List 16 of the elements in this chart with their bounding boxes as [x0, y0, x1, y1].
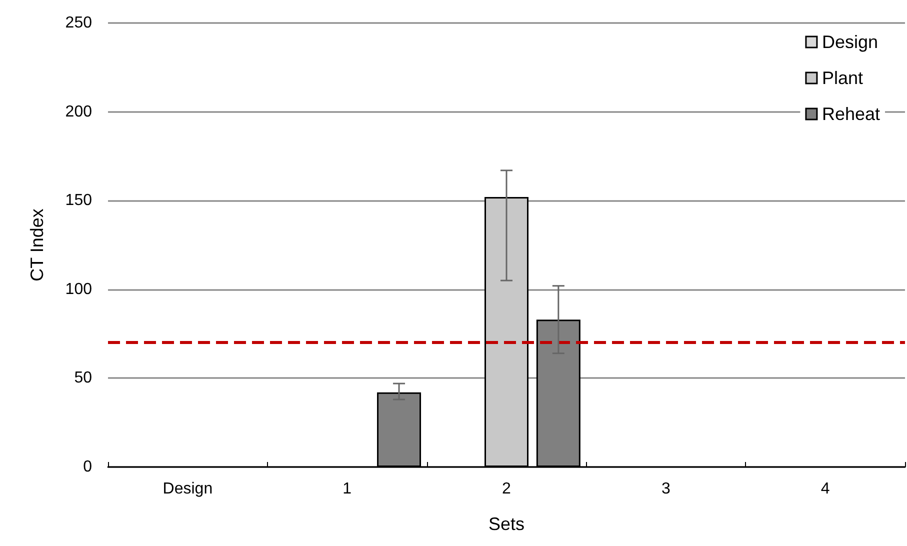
legend-label: Reheat [822, 104, 880, 124]
y-tick-label: 250 [65, 14, 92, 32]
y-tick-label: 50 [74, 370, 92, 387]
x-tick-label: 1 [342, 480, 352, 498]
x-tick-label: 3 [661, 480, 670, 498]
y-tick-label: 200 [65, 103, 92, 120]
x-tick-label: 2 [502, 480, 512, 498]
x-tick-label: 4 [820, 480, 830, 498]
x-tick-label: Design [162, 480, 213, 498]
x-axis-title: Sets [488, 514, 525, 534]
legend-label: Plant [822, 68, 863, 88]
y-tick-label: 0 [83, 458, 92, 476]
y-tick-label: 150 [65, 192, 92, 210]
y-tick-label: 100 [65, 280, 92, 298]
legend-label: Design [822, 32, 878, 52]
y-axis-title: CT Index [27, 208, 47, 282]
